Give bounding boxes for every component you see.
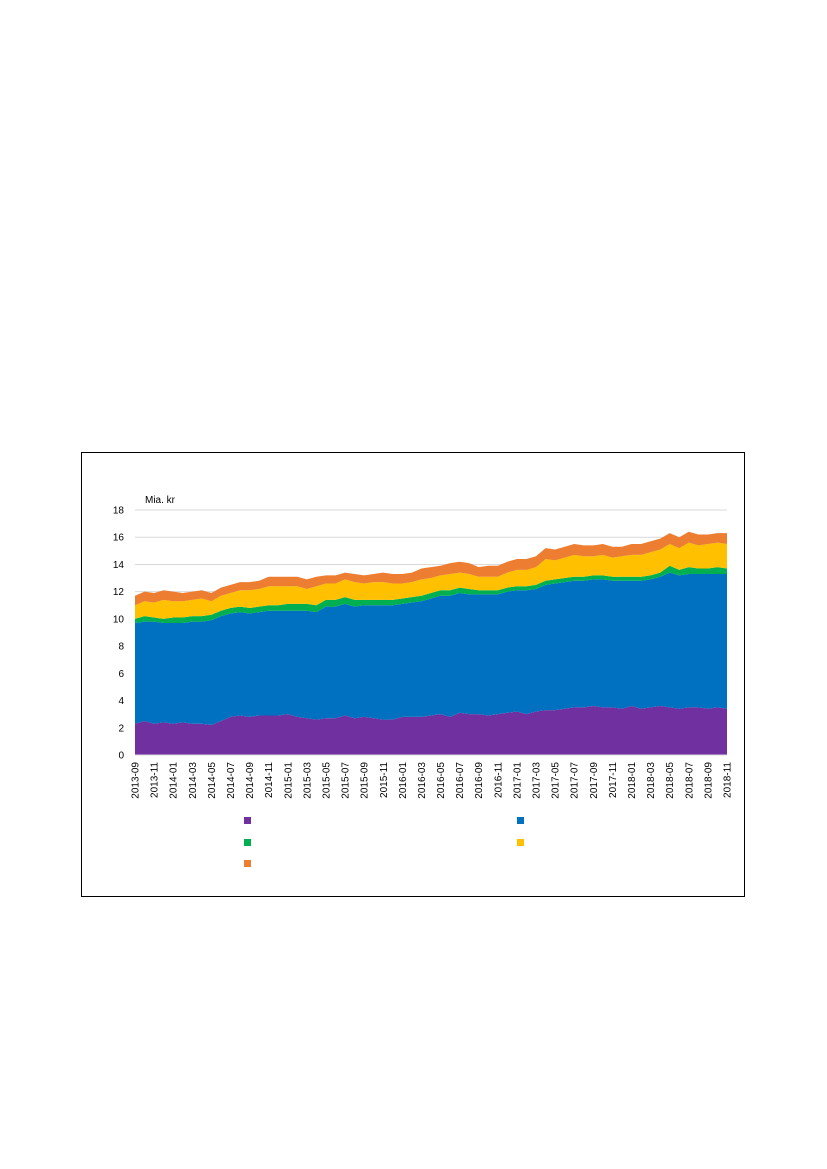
x-tick-label: 2015-07 <box>341 762 352 799</box>
x-tick-label: 2018-05 <box>665 762 676 799</box>
x-tick-label: 2013-09 <box>131 762 142 799</box>
area-series-3 <box>135 565 727 623</box>
x-tick-label: 2015-03 <box>302 762 313 799</box>
y-tick-label: 16 <box>113 533 125 544</box>
x-tick-label: 2014-05 <box>207 762 218 799</box>
x-tick-label: 2014-01 <box>169 762 180 799</box>
y-tick-label: 12 <box>113 587 125 598</box>
x-tick-label: 2014-03 <box>188 762 199 799</box>
x-tick-label: 2015-11 <box>379 762 390 798</box>
x-tick-label: 2018-07 <box>684 762 695 799</box>
stacked-area-chart: Mia. kr 0 2 4 6 8 10 12 14 16 18 2013-09 2013-11 201… <box>113 495 734 867</box>
x-tick-label: 2014-07 <box>226 762 237 799</box>
legend-swatch-5 <box>244 860 251 867</box>
x-tick-label: 2016-01 <box>398 762 409 799</box>
x-tick-label: 2017-11 <box>608 762 619 798</box>
x-tick-label: 2015-05 <box>321 762 332 799</box>
area-series <box>135 531 727 755</box>
x-tick-label: 2017-01 <box>512 762 523 799</box>
x-tick-label: 2018-01 <box>627 762 638 799</box>
y-unit-label: Mia. kr <box>145 495 176 506</box>
chart-frame: Mia. kr 0 2 4 6 8 10 12 14 16 18 2013-09 2013-11 201… <box>81 452 745 897</box>
area-series-4 <box>135 542 727 619</box>
x-tick-label: 2013-11 <box>150 762 161 798</box>
x-tick-label: 2015-09 <box>360 762 371 799</box>
x-tick-label: 2018-11 <box>723 762 734 798</box>
y-tick-label: 4 <box>118 696 124 707</box>
area-series-2 <box>135 572 727 726</box>
y-tick-label: 18 <box>113 506 125 517</box>
x-tick-label: 2014-09 <box>245 762 256 799</box>
x-tick-label: 2014-11 <box>264 762 275 798</box>
x-tick-label: 2017-07 <box>570 762 581 799</box>
x-tick-label: 2016-11 <box>493 762 504 798</box>
x-tick-label: 2017-03 <box>532 762 543 799</box>
area-series-5 <box>135 531 727 606</box>
x-tick-label: 2016-07 <box>455 762 466 799</box>
legend-swatch-3 <box>244 839 251 846</box>
y-tick-label: 14 <box>113 560 125 571</box>
x-tick-label: 2016-09 <box>474 762 485 799</box>
y-tick-label: 6 <box>118 669 124 680</box>
axes: 0 2 4 6 8 10 12 14 16 18 2013-09 2013-11 2014-01 2014… <box>113 506 734 799</box>
y-tick-label: 10 <box>113 614 125 625</box>
legend-swatch-4 <box>517 839 524 846</box>
x-tick-label: 2016-05 <box>436 762 447 799</box>
x-tick-label: 2018-03 <box>646 762 657 799</box>
legend-swatch-2 <box>517 817 524 824</box>
y-tick-label: 2 <box>118 723 124 734</box>
x-tick-label: 2015-01 <box>283 762 294 799</box>
x-tick-label: 2016-03 <box>417 762 428 799</box>
area-series-1 <box>135 706 727 755</box>
y-tick-label: 0 <box>118 751 124 762</box>
legend <box>244 817 524 867</box>
x-tick-label: 2017-09 <box>589 762 600 799</box>
legend-swatch-1 <box>244 817 251 824</box>
x-tick-label: 2017-05 <box>551 762 562 799</box>
x-tick-label: 2018-09 <box>703 762 714 799</box>
y-tick-label: 8 <box>118 642 124 653</box>
